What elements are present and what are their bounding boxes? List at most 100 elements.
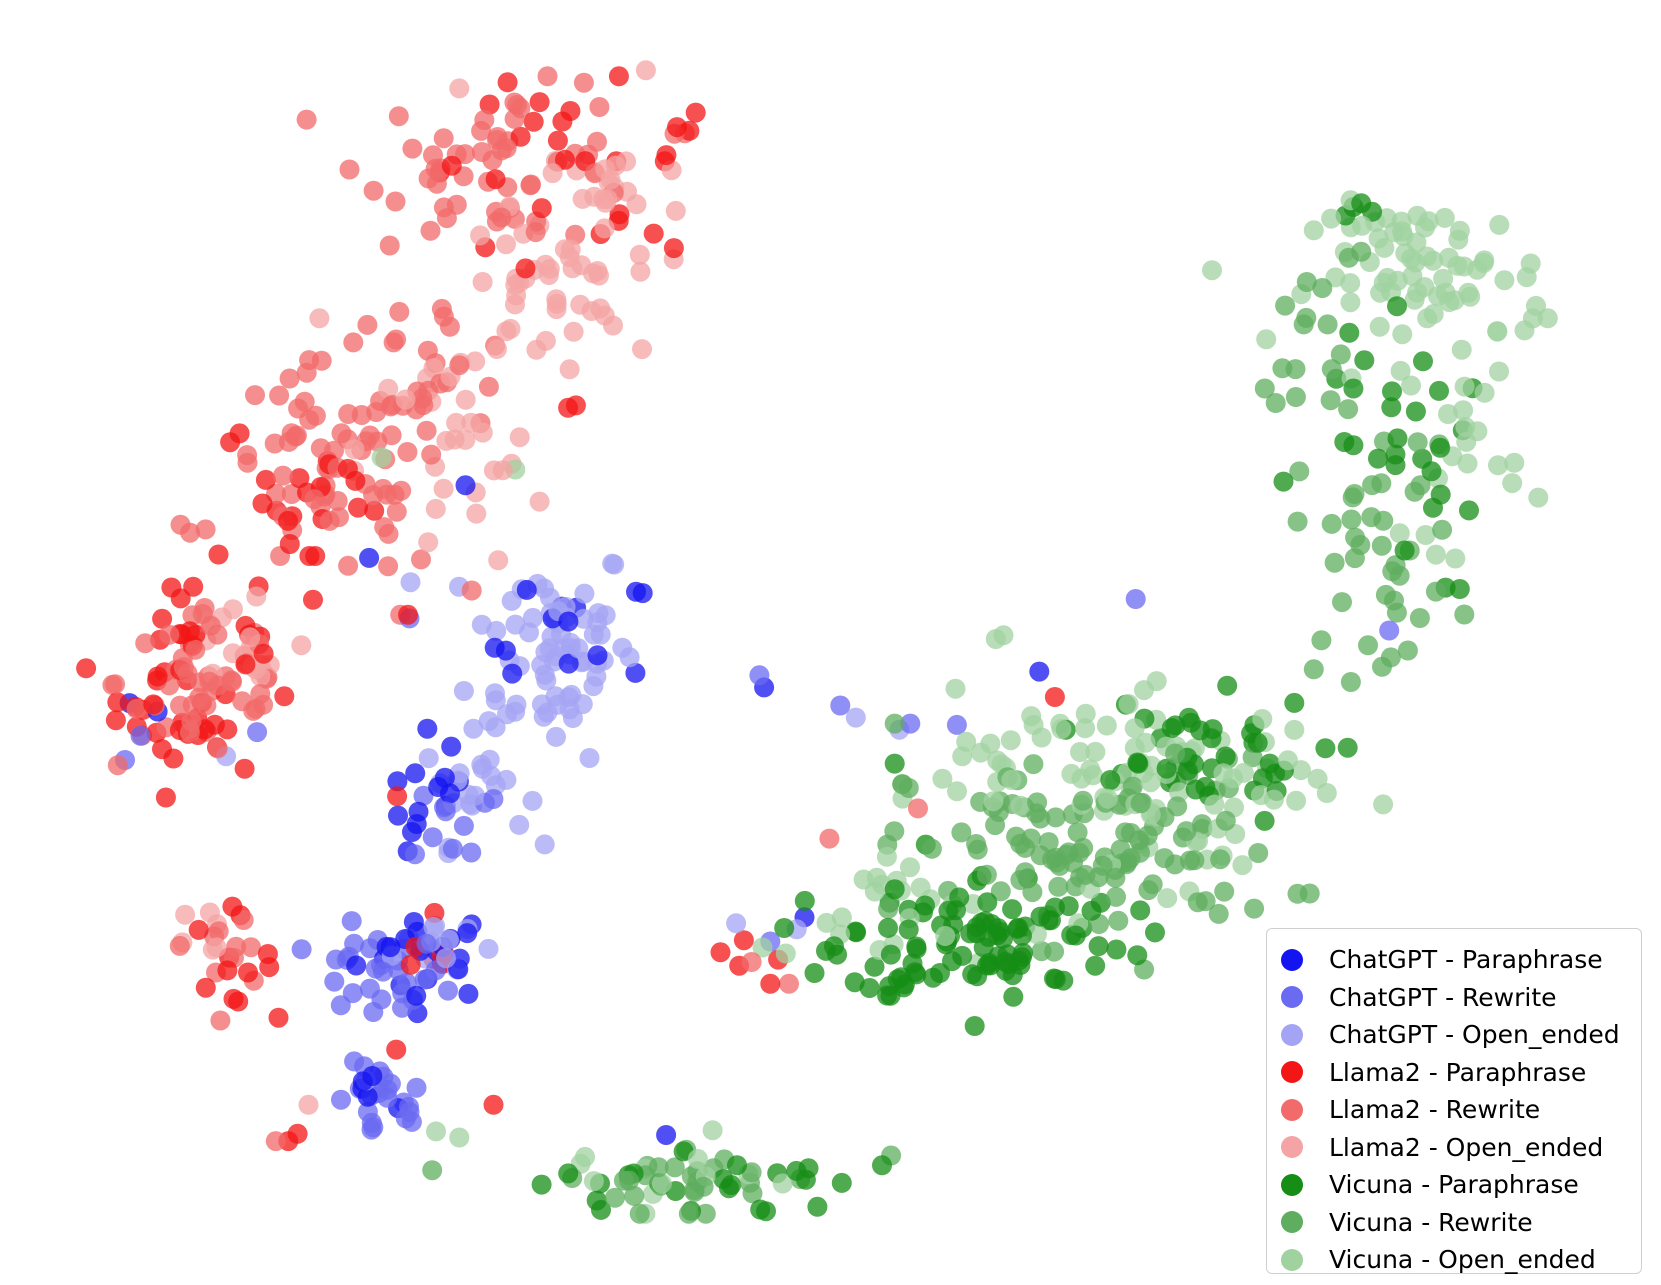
legend-item: ChatGPT - Open_ended <box>1281 1016 1641 1054</box>
scatter-point <box>1425 581 1446 602</box>
scatter-point <box>804 963 825 983</box>
scatter-point <box>1467 421 1488 442</box>
scatter-point <box>238 962 258 983</box>
scatter-point <box>281 484 302 504</box>
scatter-point <box>1045 897 1065 918</box>
scatter-point <box>159 624 180 645</box>
scatter-point <box>305 546 326 566</box>
scatter-point <box>1371 535 1392 556</box>
scatter-point <box>492 460 513 481</box>
scatter-point <box>819 828 840 849</box>
scatter-point <box>241 937 261 958</box>
scatter-point <box>1195 891 1216 912</box>
scatter-point <box>363 1117 384 1138</box>
scatter-point <box>608 66 629 87</box>
scatter-point <box>1415 525 1436 545</box>
scatter-point <box>1457 453 1478 474</box>
scatter-point <box>1324 552 1345 573</box>
scatter-point <box>568 638 589 659</box>
scatter-point <box>143 694 164 715</box>
scatter-point <box>1401 375 1421 396</box>
scatter-point <box>990 881 1011 902</box>
scatter-point <box>436 948 456 969</box>
scatter-point <box>470 225 491 246</box>
scatter-point <box>824 936 844 957</box>
scatter-point <box>967 966 988 987</box>
scatter-point <box>908 798 928 819</box>
scatter-point <box>555 149 575 170</box>
scatter-point <box>775 943 796 964</box>
scatter-point <box>1415 217 1435 238</box>
scatter-point <box>1038 832 1059 853</box>
scatter-point <box>1232 855 1253 876</box>
scatter-point <box>624 1185 645 1206</box>
scatter-point <box>373 961 393 982</box>
scatter-point <box>1430 484 1451 505</box>
scatter-point <box>1338 399 1359 420</box>
scatter-point <box>491 207 512 228</box>
scatter-point <box>1361 507 1382 528</box>
scatter-point <box>173 657 194 677</box>
scatter-point <box>930 963 950 983</box>
scatter-point <box>504 92 525 113</box>
scatter-point <box>1256 329 1277 350</box>
scatter-point <box>509 814 530 835</box>
scatter-point <box>439 316 460 337</box>
scatter-point <box>247 722 268 743</box>
scatter-point <box>1404 481 1425 502</box>
scatter-point <box>663 238 684 259</box>
legend-marker <box>1281 1248 1303 1271</box>
legend-item: Llama2 - Rewrite <box>1281 1091 1641 1129</box>
scatter-point <box>993 928 1013 949</box>
scatter-point <box>1106 886 1126 907</box>
scatter-point <box>685 102 706 123</box>
legend-item: Vicuna - Paraphrase <box>1281 1166 1641 1204</box>
scatter-point <box>1334 432 1355 452</box>
scatter-point <box>422 1160 443 1181</box>
scatter-point <box>664 1157 685 1178</box>
legend-marker <box>1281 986 1303 1009</box>
legend-marker <box>1281 1023 1303 1046</box>
scatter-point <box>163 748 184 769</box>
scatter-point <box>385 191 406 212</box>
scatter-point <box>147 666 168 687</box>
scatter-point <box>478 938 499 959</box>
scatter-point <box>485 717 506 738</box>
scatter-point <box>702 1120 723 1141</box>
scatter-point <box>449 1127 470 1148</box>
scatter-point <box>1248 843 1269 863</box>
scatter-point <box>436 430 457 451</box>
scatter-point <box>1387 428 1408 449</box>
scatter-point <box>1015 862 1036 883</box>
scatter-point <box>195 519 216 540</box>
scatter-point <box>537 66 558 87</box>
scatter-point <box>1000 730 1021 751</box>
scatter-point <box>1088 867 1109 888</box>
scatter-point <box>1537 308 1558 329</box>
scatter-point <box>1317 314 1338 335</box>
scatter-point <box>1287 883 1308 904</box>
scatter-point <box>600 169 621 190</box>
scatter-point <box>1217 675 1238 696</box>
scatter-point <box>572 188 593 209</box>
scatter-point <box>665 200 686 221</box>
scatter-point <box>562 258 583 279</box>
scatter-point <box>210 1010 231 1031</box>
scatter-point <box>1467 259 1488 280</box>
scatter-point <box>1381 397 1402 418</box>
scatter-point <box>170 695 190 716</box>
scatter-point <box>304 489 325 510</box>
scatter-point <box>1397 640 1418 661</box>
scatter-point <box>1407 432 1428 453</box>
scatter-point <box>1010 833 1031 854</box>
scatter-point <box>1514 320 1535 341</box>
scatter-point <box>1311 630 1332 651</box>
scatter-point <box>421 444 442 465</box>
scatter-point <box>107 692 128 713</box>
points-layer <box>76 60 1558 1224</box>
scatter-point <box>1321 359 1342 380</box>
scatter-point <box>558 1163 579 1184</box>
scatter-point <box>586 666 607 687</box>
scatter-point <box>1277 750 1298 771</box>
scatter-point <box>947 781 967 802</box>
